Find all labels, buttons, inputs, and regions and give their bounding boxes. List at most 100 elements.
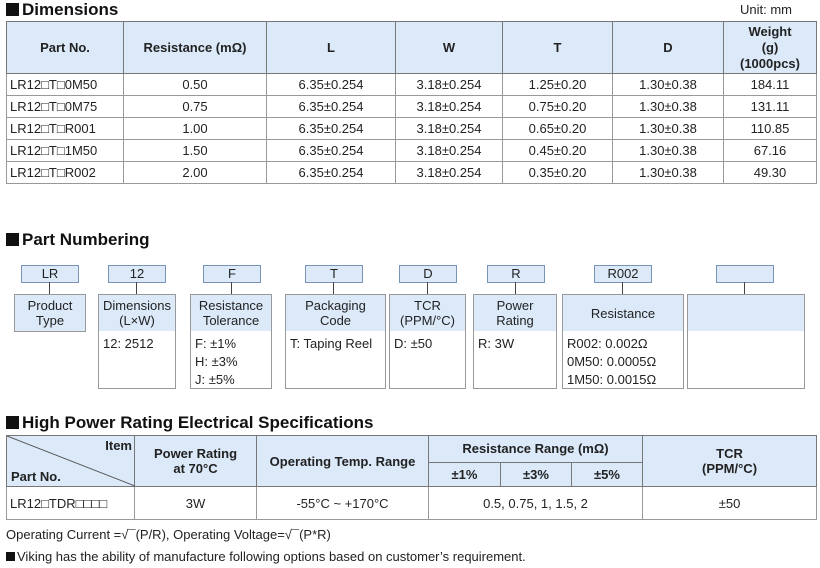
field-label: TCR (PPM/°C) (389, 294, 466, 332)
field-label (687, 294, 805, 332)
table-cell: 3.18±0.254 (395, 117, 503, 140)
field-options: F: ±1% H: ±3% J: ±5% (190, 331, 272, 389)
bullet-square-icon (6, 552, 15, 561)
table-cell: LR12□T□R001 (6, 117, 124, 140)
table-row: LR12□T□0M75 0.75 6.35±0.254 3.18±0.254 0.75±… (6, 95, 817, 118)
table-cell: 3.18±0.254 (395, 161, 503, 184)
table-cell: 0.35±0.20 (502, 161, 613, 184)
connector-line (136, 282, 137, 294)
connector-line (427, 282, 428, 294)
hp-range: 0.5, 0.75, 1, 1.5, 2 (427, 486, 644, 520)
table-cell: 184.11 (723, 73, 817, 96)
high-power-heading: High Power Rating Electrical Specificati… (6, 413, 373, 433)
table-cell: 2.00 (123, 161, 267, 184)
field-options: D: ±50 (389, 331, 466, 389)
connector-line (744, 282, 745, 294)
connector-line (49, 282, 50, 294)
table-cell: 1.50 (123, 139, 267, 162)
tolerance-3: ±3% (500, 461, 572, 488)
table-cell: 6.35±0.254 (266, 117, 396, 140)
tcr-header: TCR (PPM/°C) (642, 435, 818, 487)
formula-note: Operating Current =√¯(P/R), Operating Vo… (6, 527, 331, 542)
field-label: Resistance Tolerance (190, 294, 272, 332)
item-label: Item (105, 438, 132, 453)
table-cell: 67.16 (723, 139, 817, 162)
hp-tcr: ±50 (642, 486, 818, 520)
field-label: Dimensions (L×W) (98, 294, 176, 332)
code-box: D (399, 265, 457, 283)
table-cell: 131.11 (723, 95, 817, 118)
field-options: 12: 2512 (98, 331, 176, 389)
table-row: LR12□T□R001 1.00 6.35±0.254 3.18±0.254 0.65±… (6, 117, 817, 140)
table-row: LR12□T□R002 2.00 6.35±0.254 3.18±0.254 0.35±… (6, 161, 817, 184)
diagonal-line (7, 436, 135, 486)
table-cell: LR12□T□0M75 (6, 95, 124, 118)
code-box (716, 265, 774, 283)
table-cell: 3.18±0.254 (395, 139, 503, 162)
part-numbering-heading: Part Numbering (6, 230, 150, 250)
table-cell: 0.50 (123, 73, 267, 96)
connector-line (231, 282, 232, 294)
field-options (687, 331, 805, 389)
tolerance-1: ±1% (428, 461, 501, 488)
table-cell: 1.30±0.38 (612, 95, 724, 118)
code-box: LR (21, 265, 79, 283)
part-no-label: Part No. (11, 469, 61, 484)
table-cell: 0.45±0.20 (502, 139, 613, 162)
unit-label: Unit: mm (740, 2, 792, 17)
section-square-icon (6, 233, 19, 246)
viking-note: Viking has the ability of manufacture fo… (6, 549, 526, 564)
field-options: T: Taping Reel (285, 331, 386, 389)
connector-line (622, 282, 623, 294)
dimensions-heading: Dimensions (6, 0, 118, 20)
field-options: R: 3W (473, 331, 557, 389)
table-cell: 0.75 (123, 95, 267, 118)
table-cell: 6.35±0.254 (266, 73, 396, 96)
code-box: R (487, 265, 545, 283)
resistance-range-header: Resistance Range (mΩ) (427, 435, 644, 463)
field-label: Resistance (562, 294, 684, 332)
col-resistance: Resistance (mΩ) (123, 21, 267, 74)
table-row: LR12□T□1M50 1.50 6.35±0.254 3.18±0.254 0.45±… (6, 139, 817, 162)
connector-line (515, 282, 516, 294)
table-cell: 3.18±0.254 (395, 95, 503, 118)
dimensions-header-row: Part No. Resistance (mΩ) L W T D Weight … (6, 21, 817, 74)
hp-power: 3W (134, 486, 257, 520)
table-cell: 1.30±0.38 (612, 161, 724, 184)
table-cell: 110.85 (723, 117, 817, 140)
table-cell: 1.00 (123, 117, 267, 140)
code-box: R002 (594, 265, 652, 283)
item-part-header: Item Part No. (6, 435, 135, 487)
table-cell: LR12□T□0M50 (6, 73, 124, 96)
col-l: L (266, 21, 396, 74)
hp-temp: -55°C ~ +170°C (256, 486, 429, 520)
tolerance-5: ±5% (570, 461, 644, 488)
table-cell: 0.65±0.20 (502, 117, 613, 140)
table-cell: 49.30 (723, 161, 817, 184)
table-row: LR12□T□0M50 0.50 6.35±0.254 3.18±0.254 1.25±… (6, 73, 817, 96)
table-cell: 6.35±0.254 (266, 161, 396, 184)
table-cell: LR12□T□R002 (6, 161, 124, 184)
hp-part-no: LR12□TDR□□□□ (6, 486, 135, 520)
high-power-row: LR12□TDR□□□□ 3W -55°C ~ +170°C 0.5, 0.75… (6, 486, 818, 520)
code-box: F (203, 265, 261, 283)
section-square-icon (6, 416, 19, 429)
table-cell: 6.35±0.254 (266, 139, 396, 162)
code-box: 12 (108, 265, 166, 283)
field-options: R002: 0.002Ω 0M50: 0.0005Ω 1M50: 0.0015Ω (562, 331, 684, 389)
col-w: W (395, 21, 503, 74)
col-weight: Weight (g) (1000pcs) (723, 21, 817, 74)
dimensions-table: Part No. Resistance (mΩ) L W T D Weight … (6, 21, 817, 184)
code-box: T (305, 265, 363, 283)
col-part-no: Part No. (6, 21, 124, 74)
col-d: D (612, 21, 724, 74)
field-label: Packaging Code (285, 294, 386, 332)
field-label: Product Type (14, 294, 86, 332)
field-label: Power Rating (473, 294, 557, 332)
table-cell: 0.75±0.20 (502, 95, 613, 118)
table-cell: 1.30±0.38 (612, 139, 724, 162)
table-cell: 6.35±0.254 (266, 95, 396, 118)
table-cell: 1.25±0.20 (502, 73, 613, 96)
table-cell: 1.30±0.38 (612, 117, 724, 140)
connector-line (333, 282, 334, 294)
